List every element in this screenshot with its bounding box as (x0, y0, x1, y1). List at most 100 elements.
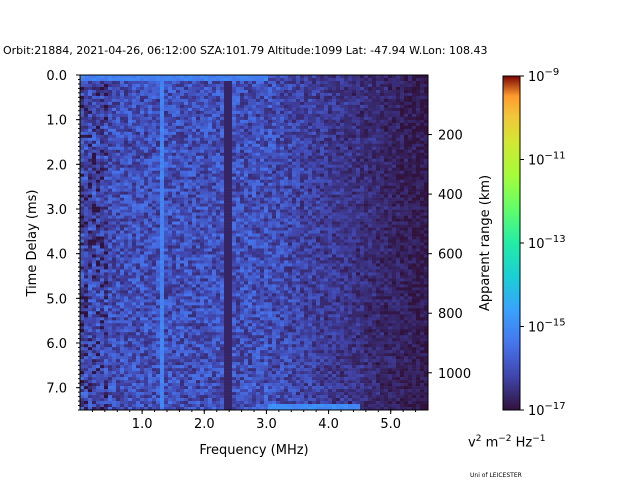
heatmap-cell (172, 155, 177, 160)
heatmap-cell (156, 149, 161, 154)
heatmap-cell (228, 92, 233, 97)
heatmap-cell (276, 167, 281, 172)
heatmap-cell (244, 230, 249, 234)
heatmap-cell (408, 80, 413, 85)
heatmap-cell (192, 122, 197, 127)
heatmap-cell (388, 146, 393, 151)
heatmap-cell (356, 131, 361, 136)
heatmap-cell (152, 221, 157, 225)
heatmap-cell (196, 119, 201, 124)
heatmap-cell (420, 134, 425, 139)
heatmap-cell (264, 146, 269, 151)
heatmap-cell (84, 83, 89, 88)
heatmap-cell (144, 77, 149, 82)
heatmap-cell (272, 176, 277, 180)
heatmap-cell (312, 236, 317, 240)
heatmap-cell (336, 236, 341, 240)
heatmap-cell (284, 83, 289, 88)
heatmap-cell (380, 137, 385, 142)
heatmap-cell (212, 89, 217, 94)
heatmap-cell (160, 107, 165, 112)
heatmap-cell (232, 155, 237, 160)
heatmap-cell (136, 167, 141, 172)
heatmap-cell (248, 140, 253, 145)
heatmap-cell (280, 170, 285, 174)
heatmap-cell (128, 101, 133, 106)
heatmap-cell (404, 242, 409, 246)
heatmap-cell (228, 122, 233, 127)
heatmap-cell (184, 125, 189, 130)
heatmap-cell (240, 101, 245, 106)
heatmap-cell (360, 131, 365, 136)
heatmap-cell (184, 75, 189, 79)
heatmap-cell (268, 75, 273, 79)
heatmap-cell (124, 101, 129, 106)
heatmap-cell (140, 230, 145, 234)
heatmap-cell (328, 203, 333, 207)
heatmap-cell (412, 104, 417, 109)
heatmap-cell (384, 164, 389, 169)
heatmap-cell (332, 152, 337, 157)
heatmap-cell (84, 80, 89, 85)
heatmap-cell (112, 95, 117, 100)
heatmap-cell (248, 242, 253, 246)
heatmap-cell (408, 200, 413, 204)
heatmap-cell (356, 92, 361, 97)
heatmap-cell (276, 185, 281, 189)
heatmap-cell (256, 143, 261, 148)
heatmap-cell (300, 215, 305, 219)
heatmap-cell (308, 83, 313, 88)
heatmap-cell (348, 86, 353, 91)
heatmap-cell (380, 224, 385, 228)
heatmap-cell (96, 134, 101, 139)
heatmap-cell (172, 116, 177, 121)
heatmap-cell (120, 143, 125, 148)
heatmap-cell (268, 122, 273, 127)
heatmap-cell (260, 236, 265, 240)
heatmap-cell (416, 98, 421, 103)
heatmap-cell (312, 122, 317, 127)
heatmap-cell (112, 146, 117, 151)
heatmap-cell (416, 101, 421, 106)
heatmap-cell (212, 221, 217, 225)
heatmap-cell (144, 161, 149, 166)
heatmap-cell (228, 116, 233, 121)
heatmap-cell (280, 113, 285, 118)
heatmap-cell (272, 77, 277, 82)
heatmap-cell (284, 203, 289, 207)
heatmap-cell (272, 119, 277, 124)
heatmap-cell (376, 80, 381, 85)
heatmap-cell (92, 170, 97, 174)
heatmap-cell (344, 89, 349, 94)
heatmap-cell (212, 128, 217, 133)
heatmap-cell (92, 209, 97, 213)
heatmap-cell (276, 188, 281, 192)
heatmap-cell (132, 83, 137, 88)
heatmap-cell (336, 128, 341, 133)
heatmap-cell (284, 116, 289, 121)
heatmap-cell (352, 188, 357, 192)
heatmap-cell (104, 125, 109, 130)
heatmap-cell (340, 149, 345, 154)
heatmap-cell (264, 113, 269, 118)
heatmap-cell (108, 75, 113, 79)
heatmap-cell (232, 224, 237, 228)
heatmap-cell (228, 173, 233, 177)
heatmap-cell (80, 233, 85, 237)
heatmap-cell (280, 98, 285, 103)
heatmap-cell (108, 137, 113, 142)
heatmap-cell (272, 83, 277, 88)
heatmap-cell (288, 137, 293, 142)
heatmap-cell (188, 110, 193, 115)
heatmap-cell (144, 107, 149, 112)
heatmap-cell (304, 200, 309, 204)
heatmap-cell (92, 89, 97, 94)
heatmap-cell (392, 221, 397, 225)
heatmap-cell (132, 149, 137, 154)
heatmap-cell (164, 101, 169, 106)
heatmap-cell (120, 75, 125, 79)
heatmap-cell (116, 125, 121, 130)
heatmap-cell (288, 146, 293, 151)
heatmap-cell (112, 230, 117, 234)
heatmap-cell (112, 245, 117, 249)
